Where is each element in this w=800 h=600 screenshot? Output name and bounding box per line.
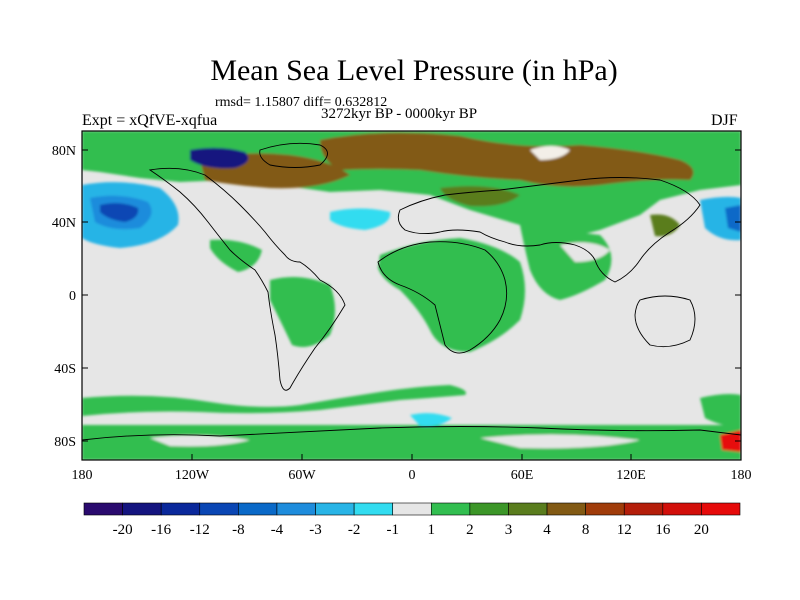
lon-tick-60e: 60E: [511, 468, 534, 483]
experiment-label: Expt = xQfVE-xqfua: [82, 112, 218, 129]
colorbar-label: -16: [151, 522, 171, 538]
season-label: DJF: [711, 112, 738, 129]
coastline-americas: [148, 167, 346, 391]
colorbar-swatch: [701, 502, 741, 516]
lat-tick-marks: [82, 149, 741, 442]
colorbar-swatch: [585, 502, 625, 516]
mid-region-central-asia: [440, 186, 520, 207]
colorbar-swatch: [199, 502, 239, 516]
coastline-australia: [634, 295, 696, 348]
colorbar-label: 3: [505, 522, 513, 538]
lat-tick-40s: 40S: [54, 362, 76, 377]
colorbar-label: -20: [113, 522, 133, 538]
positive-region-south-pacific: [700, 394, 741, 428]
map-field: [82, 131, 741, 460]
low-region-arctic: [190, 147, 249, 169]
low-region-southern-ocean: [410, 413, 452, 427]
lon-tick-marks: [81, 454, 742, 460]
small-neutral-spot: [530, 146, 570, 160]
colorbar-swatch: [160, 502, 201, 516]
lon-tick-180e: 180: [731, 468, 752, 483]
colorbar-swatch: [122, 502, 162, 516]
high-region-eurasia: [320, 132, 694, 187]
colorbar-label: -3: [309, 522, 322, 538]
colorbar-swatch: [546, 502, 586, 516]
coastline-eurasia: [397, 177, 701, 283]
colorbar-label: 1: [428, 522, 436, 538]
colorbar: -20 -16 -12 -8 -4 -3 -2 -1 1 2 3 4 8 12 16 20: [83, 502, 741, 538]
colorbar-label: -8: [232, 522, 245, 538]
map-title: Mean Sea Level Pressure (in hPa): [210, 54, 618, 87]
colorbar-label: 16: [655, 522, 671, 538]
low-region-north-pacific-east-core: [725, 205, 741, 232]
neutral-patch-arabia: [560, 242, 610, 262]
colorbar-label: -1: [386, 522, 399, 538]
colorbar-label: -12: [190, 522, 210, 538]
positive-band-southern-ocean: [82, 385, 466, 416]
colorbar-swatch: [353, 502, 394, 516]
colorbar-swatch: [315, 502, 355, 516]
colorbar-swatch: [662, 502, 702, 516]
positive-band-antarctica: [82, 425, 741, 460]
colorbar-label: 4: [543, 522, 551, 538]
low-region-north-atlantic: [330, 208, 391, 230]
lon-tick-0: 0: [409, 468, 416, 483]
lon-tick-180w: 180: [72, 468, 93, 483]
lon-tick-120w: 120W: [175, 468, 210, 483]
rmsd-diff-stats: rmsd= 1.15807 diff= 0.632812: [215, 95, 388, 110]
coastline-greenland: [259, 142, 328, 168]
lat-tick-0: 0: [69, 289, 76, 304]
colorbar-label: 8: [582, 522, 590, 538]
lon-tick-120e: 120E: [616, 468, 646, 483]
lat-tick-labels: 80N 40N 0 40S 80S: [52, 144, 76, 450]
lat-tick-80s: 80S: [54, 435, 76, 450]
lat-tick-80n: 80N: [52, 144, 76, 159]
lat-tick-40n: 40N: [52, 216, 76, 231]
lon-tick-60w: 60W: [288, 468, 316, 483]
colorbar-swatch: [83, 502, 123, 516]
low-region-north-pacific-core: [100, 203, 139, 222]
positive-region-africa: [378, 238, 525, 352]
colorbar-label: -2: [348, 522, 361, 538]
colorbar-label: 2: [466, 522, 474, 538]
colorbar-swatch: [508, 502, 548, 516]
colorbar-label: 12: [617, 522, 632, 538]
period-label: 3272kyr BP - 0000kyr BP: [321, 106, 478, 122]
colorbar-swatch: [238, 502, 278, 516]
colorbar-swatch: [392, 502, 432, 516]
coastlines: [82, 142, 741, 441]
colorbar-swatch: [469, 502, 509, 516]
coastline-antarctica: [82, 426, 741, 441]
neutral-patch-antarctica-1: [150, 435, 250, 447]
positive-region-south-america: [270, 276, 335, 348]
colorbar-label: -4: [271, 522, 284, 538]
colorbar-swatch: [623, 502, 664, 516]
lon-tick-labels: 180 120W 60W 0 60E 120E 180: [72, 468, 752, 483]
coastline-africa: [377, 241, 508, 354]
neutral-patch-antarctica-2: [480, 434, 640, 449]
high-patch-ross: [720, 430, 741, 452]
colorbar-label: 20: [694, 522, 709, 538]
colorbar-swatch: [276, 502, 316, 516]
colorbar-swatch: [430, 502, 471, 516]
